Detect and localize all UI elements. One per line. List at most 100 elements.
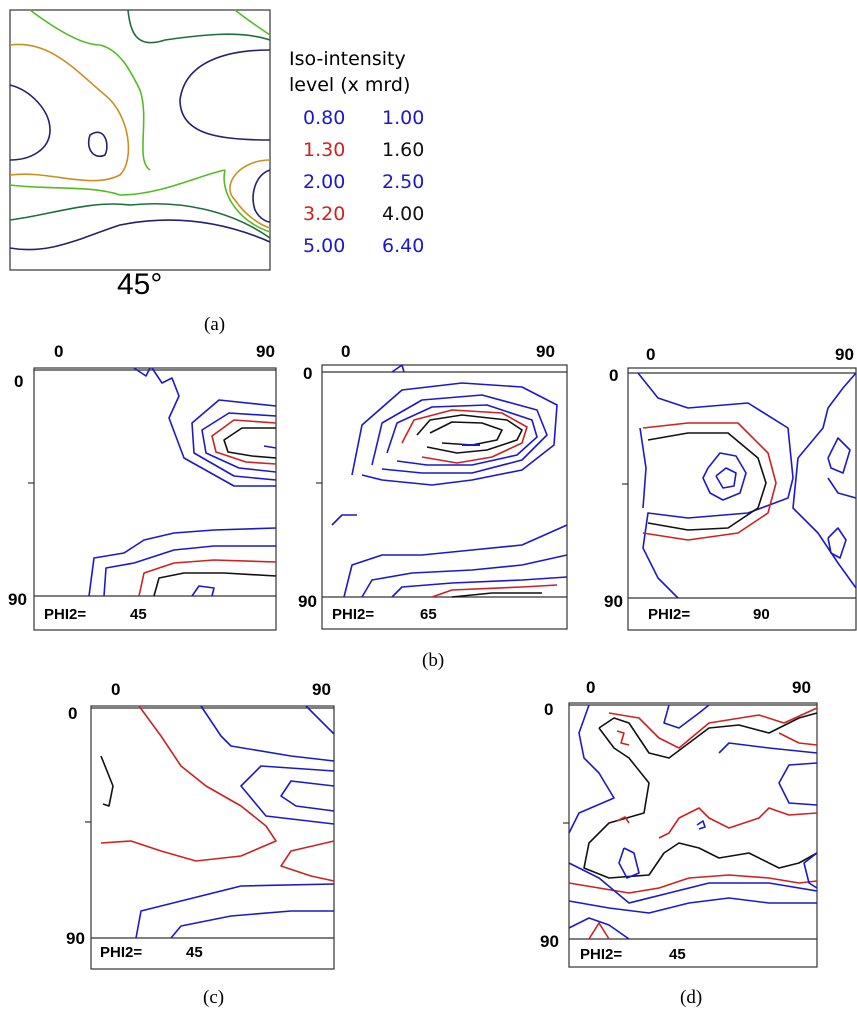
contour — [778, 762, 818, 806]
contour — [431, 584, 558, 598]
contour — [223, 169, 271, 233]
contour — [234, 9, 271, 36]
phi2-value: 45 — [186, 944, 203, 961]
x-end-label: 90 — [256, 342, 275, 361]
contour — [87, 131, 108, 157]
y-end-label: 90 — [540, 932, 559, 951]
phi2-value: 45 — [130, 606, 147, 623]
contour — [715, 467, 737, 489]
phi2-label: PHI2= — [44, 606, 87, 623]
iso-level-value: 1.00 — [382, 107, 425, 129]
contour — [663, 704, 710, 729]
x-end-label: 90 — [312, 680, 331, 699]
legend-title-line2: level (x mrd) — [289, 74, 411, 96]
contour — [211, 419, 277, 465]
caption-d: (d) — [680, 987, 703, 1008]
contour — [568, 917, 630, 940]
y-start-label: 0 — [609, 366, 619, 385]
contour — [647, 432, 767, 531]
contour — [391, 364, 405, 373]
odf-section-45-plot — [9, 9, 271, 271]
contour — [170, 910, 334, 939]
contour — [371, 394, 548, 474]
contour — [361, 554, 568, 598]
caption-c: (c) — [203, 987, 225, 1008]
contour — [618, 847, 640, 879]
contour — [718, 742, 818, 754]
y-end-label: 90 — [604, 592, 623, 611]
x-start-label: 0 — [54, 342, 64, 361]
contour — [827, 527, 847, 559]
contour — [343, 524, 568, 598]
contour — [588, 922, 610, 940]
y-start-label: 0 — [14, 372, 24, 391]
contour — [100, 705, 277, 862]
y-start-label: 0 — [544, 700, 554, 719]
contour — [416, 414, 523, 454]
contour — [9, 43, 130, 182]
x-end-label: 90 — [792, 678, 811, 697]
contour — [280, 840, 335, 882]
y-start-label: 0 — [303, 364, 313, 383]
odf-plot-b1 — [28, 367, 277, 631]
iso-level-value: 2.00 — [303, 171, 346, 193]
y-end-label: 90 — [66, 929, 85, 948]
x-start-label: 0 — [646, 345, 656, 364]
contour — [637, 372, 794, 599]
phi2-label: PHI2= — [580, 946, 623, 963]
x-start-label: 0 — [586, 678, 596, 697]
contour — [135, 883, 335, 939]
contour — [88, 527, 277, 597]
contour — [827, 477, 857, 499]
contour — [827, 437, 851, 474]
caption-b: (b) — [422, 650, 445, 671]
contour — [200, 705, 335, 762]
contour — [598, 712, 818, 759]
contour — [616, 730, 630, 746]
phi2-label: PHI2= — [332, 606, 375, 623]
contour — [9, 202, 271, 239]
contour — [29, 9, 151, 171]
contour — [138, 559, 277, 597]
contour — [568, 897, 817, 914]
iso-level-value: 5.00 — [303, 235, 346, 257]
contour — [151, 367, 276, 487]
y-end-label: 90 — [8, 590, 27, 609]
contour — [702, 452, 747, 501]
x-end-label: 90 — [536, 342, 555, 361]
phi2-value: 65 — [420, 606, 437, 623]
odf-plot-b3 — [622, 367, 857, 631]
iso-level-value: 1.60 — [382, 139, 425, 161]
contour — [9, 169, 226, 196]
caption-a: (a) — [204, 314, 226, 335]
iso-level-value: 6.40 — [382, 235, 425, 257]
x-end-label: 90 — [835, 345, 854, 364]
contour — [252, 169, 271, 223]
contour — [803, 852, 818, 889]
phi2-value: 45 — [669, 946, 686, 963]
section-angle-label: 45° — [117, 268, 163, 301]
legend-title-line1: Iso-intensity — [289, 48, 406, 70]
contour — [280, 780, 335, 812]
contour — [568, 862, 818, 904]
contour — [331, 514, 357, 526]
contour — [658, 807, 818, 839]
iso-level-value: 2.50 — [382, 171, 425, 193]
contour — [616, 816, 630, 824]
y-end-label: 90 — [298, 592, 317, 611]
phi2-label: PHI2= — [100, 944, 143, 961]
y-start-label: 0 — [68, 704, 78, 723]
odf-plot-c — [85, 705, 335, 970]
contour — [305, 705, 335, 735]
iso-level-value: 4.00 — [382, 203, 425, 225]
odf-plot-d — [563, 702, 818, 968]
phi2-value: 90 — [753, 606, 770, 623]
contour — [451, 592, 542, 598]
contour — [401, 409, 528, 464]
contour — [608, 707, 818, 749]
contour — [127, 9, 271, 44]
contour — [153, 572, 277, 597]
contour — [792, 372, 857, 589]
contour — [568, 874, 818, 894]
contour — [133, 367, 151, 377]
